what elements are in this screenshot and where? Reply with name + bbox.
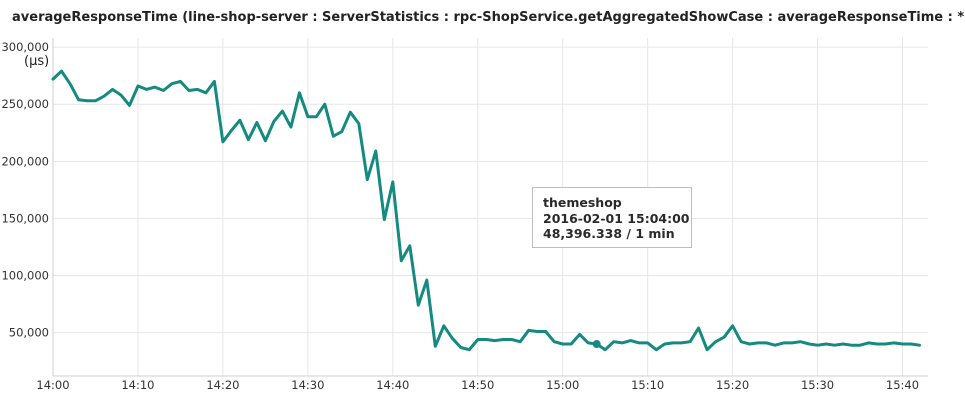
series-line[interactable]	[51, 69, 921, 352]
y-tick-label: 300,000	[1, 40, 49, 54]
x-tick-label: 15:20	[716, 378, 749, 392]
y-tick-label: 50,000	[9, 326, 49, 340]
x-tick-label: 15:00	[546, 378, 579, 392]
x-tick-label: 14:10	[121, 378, 154, 392]
axes: 50,000 100,000 150,000 200,000 250,000 300,00…	[1, 38, 928, 392]
x-tick-label: 15:30	[801, 378, 834, 392]
grid	[52, 38, 928, 376]
chart-title: averageResponseTime (line-shop-server : …	[12, 10, 965, 25]
x-tick-label: 14:50	[461, 378, 494, 392]
x-tick-label: 14:00	[36, 378, 69, 392]
tooltip-value: 48,396.338 / 1 min	[543, 226, 675, 241]
x-tick-label: 15:10	[631, 378, 664, 392]
y-tick-label: 250,000	[1, 97, 49, 111]
x-tick-label: 14:20	[206, 378, 239, 392]
y-axis-unit-label: (µs)	[24, 54, 49, 69]
series-layer	[51, 69, 921, 352]
x-tick-label: 14:30	[291, 378, 324, 392]
y-tick-label: 100,000	[1, 269, 49, 283]
hover-marker-layer	[592, 340, 601, 349]
data-tooltip: themeshop 2016-02-01 15:04:00 48,396.338…	[532, 187, 692, 248]
x-tick-label: 15:40	[886, 378, 919, 392]
x-tick-label: 14:40	[376, 378, 409, 392]
y-tick-label: 200,000	[1, 154, 49, 168]
hover-point-marker	[592, 340, 601, 349]
tooltip-series-name: themeshop	[543, 195, 622, 210]
y-tick-label: 150,000	[1, 211, 49, 225]
tooltip-timestamp: 2016-02-01 15:04:00	[543, 210, 690, 226]
